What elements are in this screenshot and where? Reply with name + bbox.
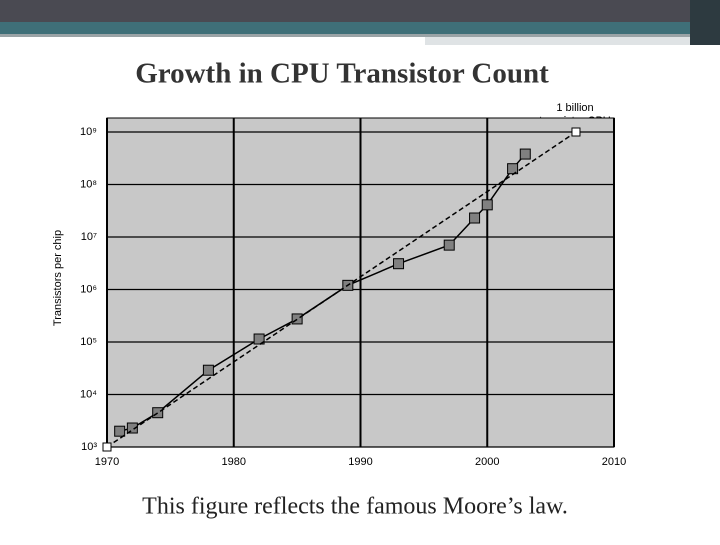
data-point xyxy=(152,407,164,419)
data-point xyxy=(126,422,138,434)
x-tick-label: 1990 xyxy=(348,456,372,468)
y-tick-label: 10⁶ xyxy=(80,283,97,295)
y-tick-label: 10³ xyxy=(81,441,97,453)
y-tick-label: 10⁸ xyxy=(80,178,97,190)
corner-block xyxy=(690,0,720,45)
top-band xyxy=(0,0,720,22)
data-point xyxy=(519,148,531,160)
data-point xyxy=(481,199,493,211)
caption: This figure reflects the famous Moore’s … xyxy=(142,494,568,520)
data-point xyxy=(253,333,265,345)
x-tick-label: 1980 xyxy=(222,456,246,468)
y-tick-label: 10⁴ xyxy=(80,388,97,400)
y-tick-label: 10⁵ xyxy=(80,336,97,348)
top-rule xyxy=(0,34,720,37)
data-point xyxy=(571,127,581,137)
data-point xyxy=(469,212,481,224)
top-tab xyxy=(425,37,720,45)
series-line xyxy=(106,131,577,448)
data-point xyxy=(202,364,214,376)
y-tick-label: 10⁷ xyxy=(81,231,97,243)
data-point xyxy=(114,425,126,437)
x-tick-label: 2000 xyxy=(475,456,499,468)
data-point xyxy=(291,313,303,325)
data-point xyxy=(443,239,455,251)
data-point xyxy=(393,258,405,270)
x-tick-label: 2010 xyxy=(602,456,626,468)
y-axis-label: Transistors per chip xyxy=(52,230,64,326)
top-accent xyxy=(0,22,720,34)
data-point xyxy=(102,442,112,452)
annotation: 1 billion xyxy=(556,102,593,114)
slide-title: Growth in CPU Transistor Count xyxy=(135,58,549,90)
x-tick-label: 1970 xyxy=(95,456,119,468)
y-tick-label: 10⁹ xyxy=(80,126,97,138)
